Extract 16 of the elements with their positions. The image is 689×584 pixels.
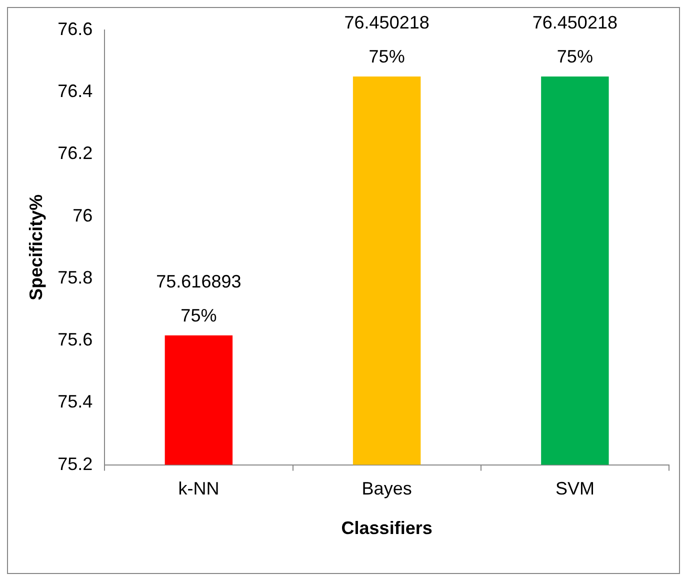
y-axis-title: Specificity% bbox=[26, 194, 46, 300]
y-tick-label: 76.6 bbox=[58, 18, 93, 39]
x-tick-label: Bayes bbox=[362, 478, 412, 499]
x-axis-title: Classifiers bbox=[341, 518, 432, 538]
y-tick-label: 76.4 bbox=[58, 81, 93, 102]
x-tick-label: SVM bbox=[555, 478, 594, 499]
y-tick-label: 76.2 bbox=[58, 143, 93, 164]
y-tick-label: 75.4 bbox=[58, 392, 93, 412]
y-tick-label: 76 bbox=[72, 205, 93, 226]
x-tick-label: k-NN bbox=[178, 478, 220, 499]
data-label: 76.45021875% bbox=[344, 12, 430, 67]
data-label: 76.45021875% bbox=[532, 12, 618, 67]
y-tick-label: 75.6 bbox=[58, 330, 93, 350]
y-tick-label: 75.2 bbox=[58, 454, 93, 474]
y-tick-label: 75.8 bbox=[58, 267, 93, 288]
data-label: 75.61689375% bbox=[156, 271, 242, 326]
